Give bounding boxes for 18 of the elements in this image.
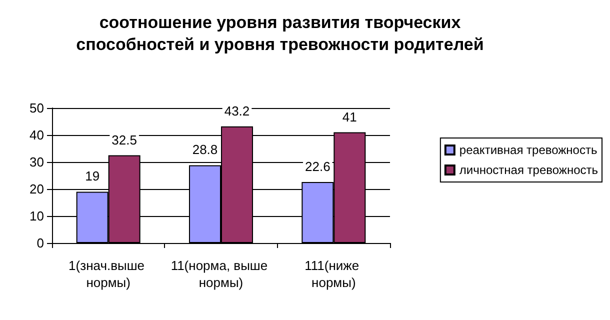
y-tick-label: 0: [36, 236, 44, 250]
x-tick-label: 1(знач.выше нормы): [68, 258, 148, 290]
data-label: 28.8: [192, 142, 218, 158]
chart-title: соотношение уровня развития творческих способностей и уровня тревожности родителей: [75, 12, 485, 56]
y-tick-label: 30: [30, 154, 44, 170]
legend-label: реактивная тревожность: [459, 143, 598, 157]
y-tick-label: 10: [30, 208, 44, 224]
data-label: 19: [85, 168, 100, 184]
data-label: 22.6: [305, 158, 330, 174]
x-tick-label: 111(ниже нормы): [304, 258, 363, 290]
data-label: 32.5: [112, 132, 137, 148]
data-label: 43.2: [224, 103, 250, 118]
y-tick-label: 40: [30, 128, 44, 142]
y-tick-label: 20: [30, 182, 44, 196]
legend-label: личностная тревожность: [459, 163, 598, 177]
y-tick-label: 50: [30, 100, 44, 116]
data-label: 41: [342, 109, 357, 124]
x-tick-label: 11(норма, выше нормы): [170, 258, 272, 290]
